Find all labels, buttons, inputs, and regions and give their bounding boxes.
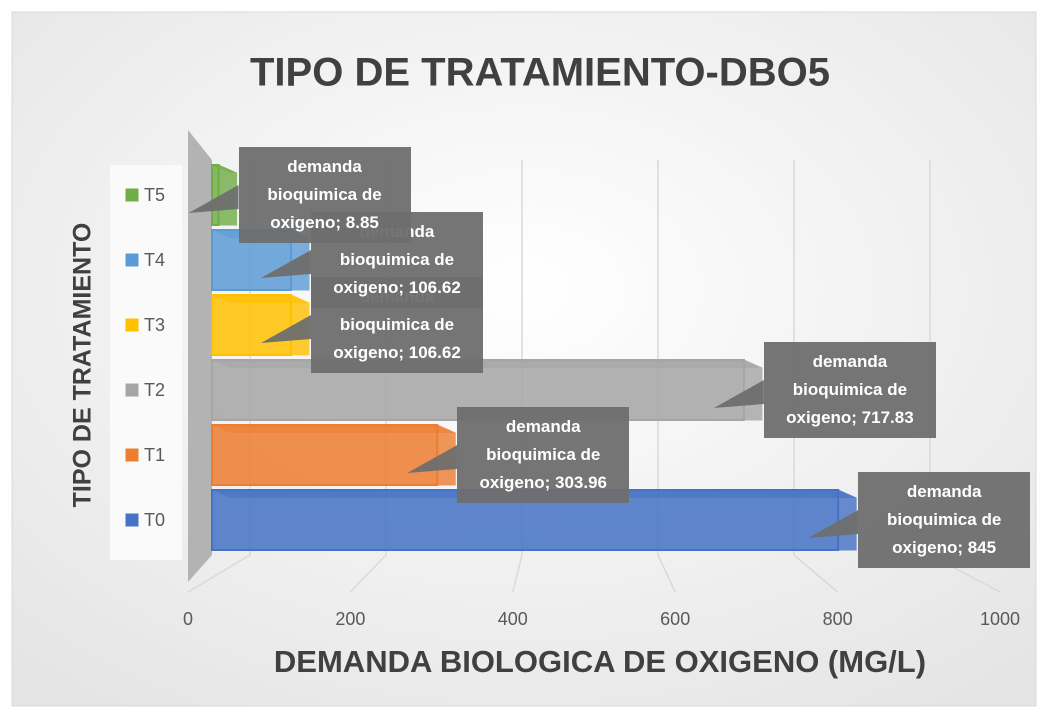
legend-label: T2 — [144, 380, 165, 400]
x-tick-label: 0 — [183, 609, 193, 629]
legend-label: T1 — [144, 445, 165, 465]
callout-pointer — [188, 185, 239, 213]
side-wall — [188, 130, 212, 582]
callout-pointer — [808, 510, 859, 538]
chart-title: TIPO DE TRATAMIENTO-DBO5 — [250, 51, 830, 95]
grid-line — [512, 160, 523, 593]
legend-label: T0 — [144, 510, 165, 530]
grid-line — [793, 160, 839, 593]
legend-swatch — [125, 513, 139, 527]
legend-box — [110, 165, 182, 560]
x-tick-label: 400 — [498, 609, 528, 629]
bar — [211, 164, 220, 226]
legend-label: T4 — [144, 250, 165, 270]
legend-label: T3 — [144, 315, 165, 335]
x-tick-label: 1000 — [980, 609, 1020, 629]
legend-swatch — [125, 318, 139, 332]
legend-swatch — [125, 188, 139, 202]
x-tick-label: 200 — [335, 609, 365, 629]
x-tick-label: 800 — [823, 609, 853, 629]
data-label: demanda bioquimica de oxigeno; 845 — [858, 472, 1031, 568]
grid-line — [657, 160, 676, 593]
data-label: demanda bioquimica de oxigeno; 717.83 — [763, 342, 936, 438]
callout-pointer — [261, 250, 312, 278]
y-axis-title: TIPO DE TRATAMIENTO — [69, 223, 97, 508]
bar — [211, 294, 293, 356]
legend-swatch — [125, 383, 139, 397]
bar — [211, 424, 439, 486]
x-tick-label: 600 — [660, 609, 690, 629]
legend-label: T5 — [144, 185, 165, 205]
legend-swatch — [125, 448, 139, 462]
data-label: demanda bioquimica de oxigeno; 303.96 — [457, 407, 630, 503]
legend-swatch — [125, 253, 139, 267]
grid-line — [187, 160, 251, 593]
callout-pointer — [713, 380, 764, 408]
callout-pointer — [407, 445, 458, 473]
callout-pointer — [261, 315, 312, 343]
x-axis-title: DEMANDA BIOLOGICA DE OXIGENO (MG/L) — [274, 644, 926, 679]
data-label: demanda bioquimica de oxigeno; 8.85 — [238, 147, 411, 243]
